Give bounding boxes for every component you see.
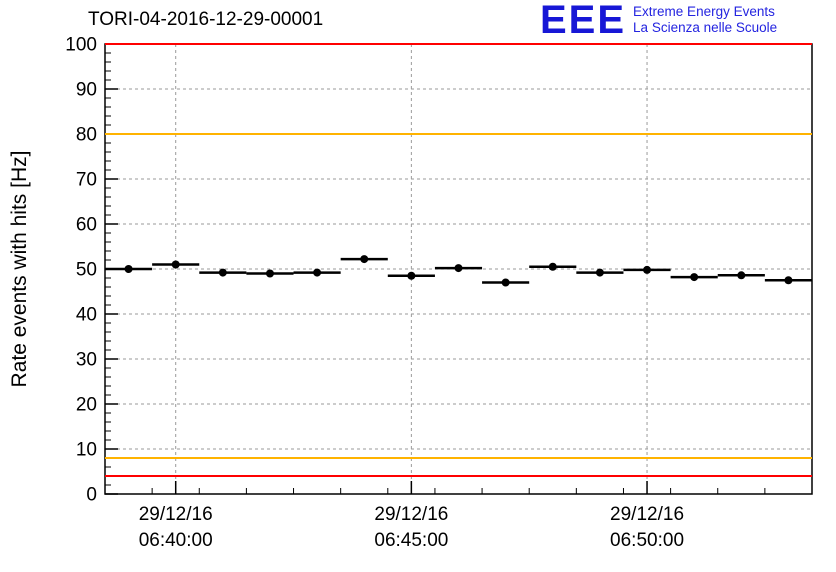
data-point [218,268,227,277]
data-point [313,268,322,277]
y-tick-label: 40 [76,305,97,326]
data-point [454,264,463,273]
eee-logo-captions: Extreme Energy Events La Scienza nelle S… [633,0,777,36]
data-point [265,269,274,278]
x-tick-label-time: 06:45:00 [374,530,448,551]
data-point [737,271,746,280]
data-point [643,265,652,274]
y-tick-label: 30 [76,350,97,371]
x-tick-label-time: 06:50:00 [610,530,684,551]
data-point [548,262,557,271]
data-point [784,276,793,285]
eee-logo: EEE Extreme Energy Events La Scienza nel… [540,0,777,40]
data-point [595,268,604,277]
x-tick-label-date: 29/12/16 [139,504,213,525]
y-tick-label: 100 [65,35,97,56]
y-tick-label: 90 [76,80,97,101]
y-tick-label: 80 [76,125,97,146]
data-point [360,255,369,264]
x-tick-label-date: 29/12/16 [374,504,448,525]
x-tick-label-time: 06:40:00 [139,530,213,551]
data-point [171,260,180,269]
plot-title: TORI-04-2016-12-29-00001 [88,9,324,30]
y-tick-label: 0 [86,485,97,506]
data-point [407,271,416,280]
y-tick-label: 70 [76,170,97,191]
y-tick-label: 10 [76,440,97,461]
y-tick-label: 60 [76,215,97,236]
logo-caption-line1: Extreme Energy Events [633,4,775,19]
data-point [124,265,133,273]
logo-caption-line2: La Scienza nelle Scuole [633,20,778,35]
y-tick-label: 20 [76,395,97,416]
y-tick-label: 50 [76,260,97,281]
x-tick-label-date: 29/12/16 [610,504,684,525]
eee-logo-text: EEE [540,0,627,42]
data-point [690,273,699,282]
data-point [501,278,510,287]
y-axis-title: Rate events with hits [Hz] [8,151,31,388]
